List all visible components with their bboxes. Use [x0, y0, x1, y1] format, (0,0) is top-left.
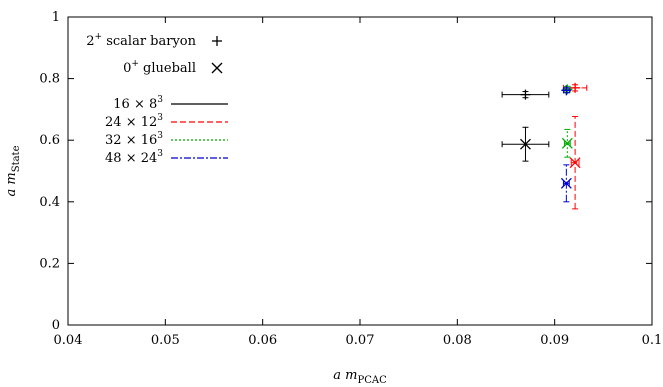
- data-point-2-1: [561, 128, 573, 158]
- x-axis-label: a mPCAC: [333, 368, 387, 386]
- legend-marker-label: 0+ glueball: [123, 59, 196, 76]
- x-tick-label: 0.06: [248, 333, 277, 348]
- data-point-3-0: [561, 85, 572, 96]
- data-point-0-0: [501, 89, 550, 100]
- cross-marker-b: [211, 62, 223, 74]
- y-tick-label: 0.2: [39, 256, 60, 271]
- legend-series-label: 24 × 123: [105, 113, 163, 130]
- cross-marker-b: [561, 137, 573, 149]
- cross-marker-b: [560, 177, 572, 189]
- data-point-3-1: [560, 164, 572, 203]
- x-tick-label: 0.09: [540, 333, 569, 348]
- x-tick-label: 0.05: [151, 333, 180, 348]
- series-1: [562, 82, 588, 210]
- data-point-0-1: [501, 126, 550, 162]
- series-2: [561, 84, 573, 158]
- y-tick-label: 1: [52, 10, 60, 25]
- series-0: [501, 89, 550, 162]
- y-axis-label: a mState: [4, 145, 22, 196]
- y-tick-label: 0.6: [39, 133, 60, 148]
- legend-marker-label: 2+ scalar baryon: [86, 32, 196, 49]
- x-tick-label: 0.04: [54, 333, 83, 348]
- y-tick-label: 0.4: [39, 195, 60, 210]
- y-tick-label: 0.8: [39, 72, 60, 87]
- legend-series-label: 48 × 243: [105, 149, 163, 166]
- x-tick-label: 0.08: [443, 333, 472, 348]
- legend-series-label: 32 × 163: [105, 131, 163, 148]
- legend-series-label: 16 × 83: [113, 95, 163, 112]
- axis-ticks: 0.04 0.05 0.06 0.07 0.08 0.09 0.1 0 0.2 0.4 0.6 0.8…: [39, 10, 662, 348]
- data-marks: [501, 82, 588, 210]
- cross-marker-b: [569, 157, 581, 169]
- data-point-1-1: [569, 115, 581, 210]
- axis-labels: a mPCAC a mState: [4, 145, 387, 386]
- x-tick-label: 0.1: [642, 333, 663, 348]
- cross-marker-b: [520, 138, 531, 150]
- y-tick-label: 0: [52, 318, 60, 333]
- x-tick-label: 0.07: [346, 333, 375, 348]
- series-3: [560, 85, 572, 203]
